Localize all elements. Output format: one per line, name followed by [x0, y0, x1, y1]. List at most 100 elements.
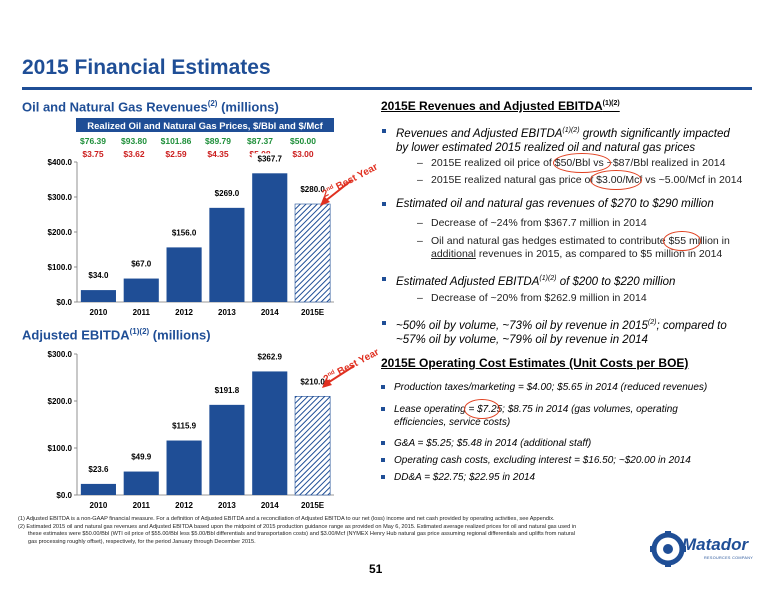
x-tick-label: 2014 [261, 501, 279, 510]
oil-price-cell: $50.00 [290, 136, 316, 146]
logo-sub: RESOURCES COMPANY [704, 556, 754, 560]
bullet-revenue-growth: Revenues and Adjusted EBITDA(1)(2) growt… [382, 124, 766, 155]
bar [294, 203, 331, 303]
bar [123, 278, 159, 302]
matador-logo: Matador RESOURCES COMPANY [648, 527, 760, 571]
bar [252, 371, 288, 495]
revenue-ebitda-section-heading: 2015E Revenues and Adjusted EBITDA(1)(2) [381, 99, 620, 113]
price-table-header-bg [76, 118, 334, 132]
x-tick-label: 2012 [175, 308, 193, 317]
bullet-lease-operating: Lease operating = $7.25; $8.75 in 2014 (… [381, 403, 678, 429]
x-tick-label: 2015E [301, 308, 325, 317]
logo-emblem-icon [650, 531, 686, 567]
y-tick-label: $300.0 [48, 350, 73, 359]
page-number: 51 [369, 562, 383, 576]
sub-ebitda-decrease: – Decrease of ~20% from $262.9 million in… [417, 292, 647, 304]
data-label-bg [125, 451, 157, 463]
y-tick-label: $300.0 [48, 193, 73, 202]
gas-price-cell: $3.75 [82, 149, 104, 159]
data-label-bg [82, 463, 114, 475]
oil-price-cell: $76.39 [80, 136, 106, 146]
bar [166, 440, 202, 495]
x-tick-label: 2010 [90, 308, 108, 317]
data-label-bg [294, 184, 331, 195]
sub-hedges: – Oil and natural gas hedges estimated to… [417, 235, 730, 260]
data-label: $49.9 [131, 453, 152, 462]
title-rule [22, 87, 752, 90]
sub-revenue-decrease: – Decrease of ~24% from $367.7 million in… [417, 217, 647, 229]
price-table-header: Realized Oil and Natural Gas Prices, $/B… [87, 121, 323, 132]
x-tick-label: 2015E [301, 501, 325, 510]
y-tick-label: $200.0 [48, 228, 73, 237]
bullet-production-taxes: Production taxes/marketing = $4.00; $5.6… [381, 381, 707, 394]
bar [80, 483, 116, 495]
sub-gas-price: –2015E realized natural gas price of $3.… [417, 174, 743, 186]
bar [294, 395, 331, 496]
data-label: $23.6 [88, 465, 109, 474]
footnote-2c: gas processing roughly offset), respecti… [28, 538, 256, 545]
bullet-dd-and-a: DD&A = $22.75; $22.95 in 2014 [381, 471, 535, 484]
best-year-annotation-1: 2nd Best Year [320, 162, 380, 206]
bullet-oil-mix: ~50% oil by volume, ~73% oil by revenue … [382, 316, 766, 347]
gas-price-cell: $3.00 [292, 149, 314, 159]
x-tick-label: 2012 [175, 501, 193, 510]
x-tick-label: 2011 [133, 501, 151, 510]
data-label: $191.8 [215, 386, 240, 395]
bar [166, 247, 202, 302]
data-label: $67.0 [131, 260, 152, 269]
best-year-annotation-2: 2nd Best Year [322, 347, 381, 388]
operating-cost-section-heading: 2015E Operating Cost Estimates (Unit Cos… [381, 356, 689, 370]
bar [252, 173, 288, 302]
data-label-bg [208, 384, 245, 396]
y-tick-label: $100.0 [48, 263, 73, 272]
data-label: $34.0 [88, 271, 109, 280]
y-tick-label: $0.0 [56, 491, 72, 500]
x-tick-label: 2013 [218, 308, 236, 317]
oil-price-cell: $93.80 [121, 136, 147, 146]
highlight-gas-price [590, 170, 642, 190]
x-tick-label: 2011 [133, 308, 151, 317]
bullet-g-and-a: G&A = $5.25; $5.48 in 2014 (additional s… [381, 437, 591, 450]
data-label-bg [166, 227, 203, 239]
bar [80, 290, 116, 302]
data-label: $210.0 [300, 377, 325, 386]
x-tick-label: 2010 [90, 501, 108, 510]
ebitda-chart-heading: Adjusted EBITDA(1)(2) (millions) [22, 327, 211, 343]
highlight-lease-operating [464, 399, 500, 419]
oil-price-cell: $89.79 [205, 136, 231, 146]
data-label-bg [251, 351, 288, 363]
y-tick-label: $400.0 [48, 158, 73, 167]
gas-price-cell: $4.35 [207, 149, 229, 159]
data-label: $367.7 [258, 154, 283, 163]
bullet-estimated-revenues: Estimated oil and natural gas revenues o… [382, 197, 766, 211]
logo-brand: Matador [682, 535, 749, 554]
data-label-bg [251, 153, 288, 165]
gas-price-cell: $2.59 [165, 149, 187, 159]
bullet-estimated-ebitda: Estimated Adjusted EBITDA(1)(2) of $200 … [382, 272, 766, 289]
data-label: $262.9 [258, 352, 283, 361]
data-label: $280.0 [300, 185, 325, 194]
data-label: $269.0 [215, 189, 240, 198]
data-label: $156.0 [172, 228, 197, 237]
svg-text:2nd Best Year: 2nd Best Year [322, 347, 381, 385]
revenue-chart-heading: Oil and Natural Gas Revenues(2) (million… [22, 99, 279, 115]
data-label-bg [166, 420, 203, 432]
page-title: 2015 Financial Estimates [22, 56, 271, 79]
footnote-2b: these estimates were $50.00/Bbl (WTI oil… [28, 531, 576, 538]
data-label: $115.9 [172, 422, 197, 431]
bar [209, 207, 245, 302]
x-tick-label: 2013 [218, 501, 236, 510]
revenue-chart: Realized Oil and Natural Gas Prices, $/B… [48, 118, 334, 317]
x-tick-label: 2014 [261, 308, 279, 317]
footnote-2a: (2) Estimated 2015 oil and natural gas r… [18, 523, 577, 530]
gas-price-cell: $3.62 [123, 149, 145, 159]
footnotes: (1) Adjusted EBITDA is a non-GAAP financ… [18, 516, 658, 546]
data-label-bg [82, 270, 114, 282]
footnote-1: (1) Adjusted EBITDA is a non-GAAP financ… [18, 516, 555, 522]
data-label-bg [208, 187, 245, 199]
oil-price-cell: $101.86 [161, 136, 192, 146]
highlight-oil-price [553, 153, 611, 173]
price-table: Realized Oil and Natural Gas Prices, $/B… [76, 118, 334, 159]
data-label-bg [294, 376, 331, 388]
oil-price-cell: $87.37 [247, 136, 273, 146]
